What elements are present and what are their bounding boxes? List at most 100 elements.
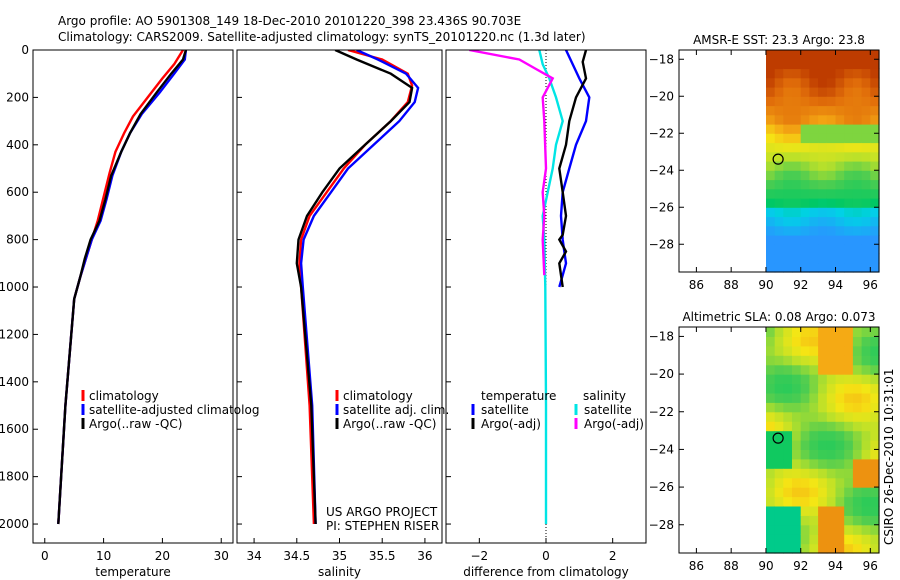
sla_map-cell — [809, 534, 819, 545]
sla_map-cell — [783, 411, 793, 422]
sla_map-cell — [870, 543, 880, 554]
sla_map-cell — [870, 440, 880, 450]
sst_map-cell — [766, 225, 776, 236]
sst_map-cell — [844, 59, 854, 70]
salinity-xtick-label: 34 — [246, 549, 261, 563]
sla_map-cell — [800, 543, 810, 554]
sst_map-cell — [861, 244, 871, 255]
sst_map-cell — [766, 235, 776, 245]
sst_map-cell — [870, 142, 880, 153]
sst_map-cell — [844, 161, 854, 171]
sst_map-cell — [809, 188, 819, 199]
sst_map-cell — [800, 142, 810, 153]
sst_map-cell — [861, 133, 871, 144]
sla_map-cell — [783, 421, 793, 432]
sla_map-cell — [870, 336, 880, 347]
sst_map-cell — [774, 142, 784, 153]
sla_map-cell — [800, 458, 810, 469]
legend-header-salinity: salinity — [583, 389, 626, 403]
sst_map-cell — [783, 216, 793, 227]
sst_map-cell — [809, 151, 819, 162]
sla_map-cell — [852, 487, 863, 498]
sst_map-cell — [809, 59, 819, 70]
sst_map-cell — [809, 114, 819, 125]
sla_map-cell — [800, 364, 810, 375]
temperature-xtick-label: 30 — [214, 549, 229, 563]
sst_map-cell — [766, 161, 776, 171]
sst_map-cell — [809, 235, 819, 245]
sst_map-cell — [792, 105, 802, 116]
sst_map-cell — [809, 77, 819, 88]
sla_map-cell — [774, 468, 784, 479]
sst_map-cell — [774, 262, 784, 273]
sst_map-cell — [870, 96, 880, 107]
sst_map-cell — [792, 235, 802, 245]
difference-xtick-label: 2 — [609, 549, 617, 563]
sla_map-cell — [792, 327, 802, 337]
salinity-series-2 — [295, 50, 414, 525]
sla_map-cell — [800, 430, 810, 441]
sst_map-cell — [766, 207, 776, 218]
sla_map-cell — [809, 364, 819, 375]
sst_map-cell — [774, 133, 784, 144]
sla_map-cell — [844, 449, 854, 460]
sla_map-cell — [783, 355, 793, 366]
sst_map-cell — [774, 170, 784, 181]
sla_map-cell — [852, 383, 863, 394]
sla_map-cell — [870, 392, 880, 403]
sla_map-cell — [766, 430, 776, 441]
sla_map-cell — [861, 505, 871, 516]
sst_map-cell — [861, 77, 871, 88]
sst_map-cell — [774, 188, 784, 199]
sst_map-cell — [826, 59, 837, 70]
sst_map-cell — [800, 96, 810, 107]
sla_map-xtick-label: 92 — [793, 559, 808, 573]
difference-series-3 — [469, 50, 555, 276]
sst_map-cell — [783, 198, 793, 208]
depth-tick-label: 1400 — [0, 375, 29, 389]
sla_map-cell — [852, 421, 863, 432]
sst_map-cell — [861, 216, 871, 227]
sst_map-cell — [826, 77, 837, 88]
sla_map-cell — [826, 524, 837, 535]
sla_map-cell — [861, 468, 871, 479]
sla_map-cell — [774, 411, 784, 422]
sst_map-cell — [809, 105, 819, 116]
sla_map-cell — [826, 449, 837, 460]
sst_map-cell — [861, 124, 871, 134]
sst_map-cell — [852, 68, 863, 79]
sla_map-argo-marker — [772, 432, 784, 444]
sla_map-cell — [861, 487, 871, 498]
sst_map-cell — [870, 262, 880, 273]
sst_map-cell — [809, 170, 819, 181]
sla_map-cell — [766, 468, 776, 479]
sla_map-cell — [844, 411, 854, 422]
sst_map-cell — [766, 170, 776, 181]
sla_map-cell — [800, 505, 810, 516]
sst_map-cell — [818, 142, 828, 153]
sla_map-cell — [818, 543, 828, 554]
sla_map-cell — [792, 468, 802, 479]
difference-legend-label: Argo(-adj) — [584, 417, 644, 431]
sst_map-cell — [818, 124, 828, 134]
sla_map-cell — [852, 364, 863, 375]
sst_map-cell — [792, 68, 802, 79]
sst_map-cell — [835, 170, 845, 181]
sla_map-cell — [792, 336, 802, 347]
sst_map-cell — [774, 77, 784, 88]
sla_map-xtick-label: 90 — [758, 559, 773, 573]
sst_map-cell — [870, 124, 880, 134]
sla_map-cell — [792, 505, 802, 516]
sla_map-cell — [835, 327, 845, 337]
sst_map-cell — [766, 59, 776, 70]
difference-xtick-label: 0 — [542, 549, 550, 563]
sla_map-cell — [800, 411, 810, 422]
sla_map-cell — [783, 534, 793, 545]
sst_map-cell — [783, 50, 793, 60]
sla_map-cell — [835, 515, 845, 526]
project-note: PI: STEPHEN RISER — [326, 519, 439, 533]
sla_map-cell — [818, 468, 828, 479]
sla_map-cell — [818, 374, 828, 385]
sla_map-cell — [766, 458, 776, 469]
sst_map-cell — [800, 50, 810, 60]
